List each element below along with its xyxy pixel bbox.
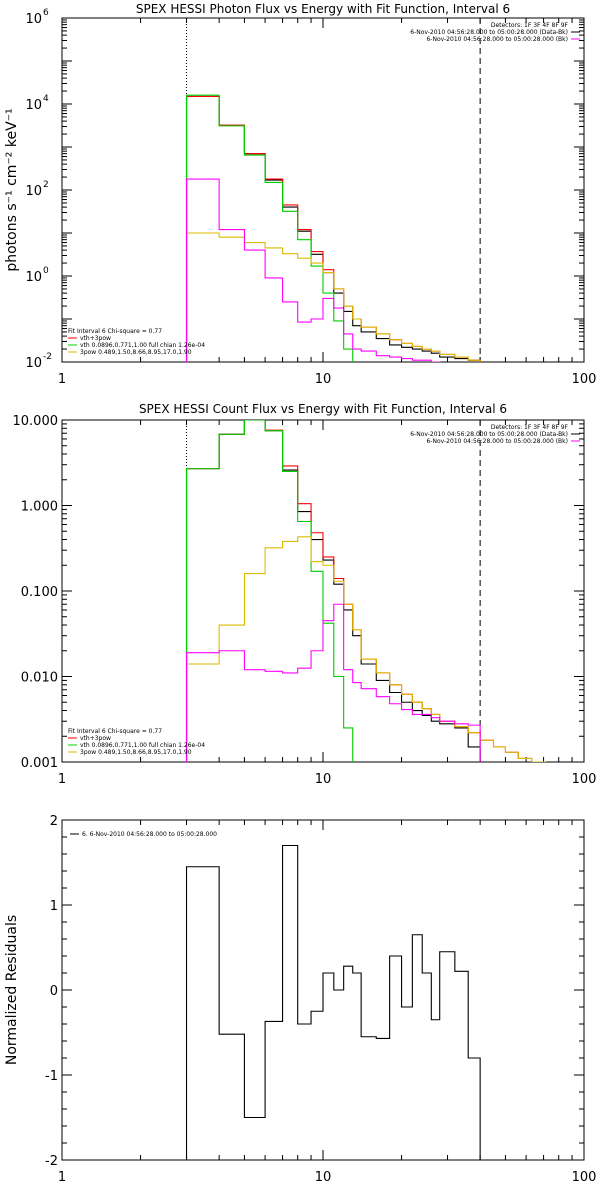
panel-2: SPEX HESSI Count Flux vs Energy with Fit… [13,402,597,787]
x-axis-ticks [61,420,573,762]
y-axis-ticks [62,419,584,763]
legend-topright-entry: Detectors: 1F 3F 4F 8F 9F [491,424,569,431]
x-tick-label: 10 [315,372,332,387]
x-tick-label: 100 [572,372,597,387]
series-3pow [185,232,481,362]
y-tick-exponent: 0 [43,266,49,276]
series-group [185,844,481,1160]
y-tick-label: 10.000 [13,414,59,429]
series-group [185,420,546,762]
legend-bottomleft-entry: 3pow 0.489,1.50,8.66,8.95,17.0,1.90 [80,749,192,756]
y-tick-label: 10 [25,270,42,285]
series-data-bk [185,95,481,362]
x-tick-label: 10 [315,772,332,787]
x-tick-label: 1 [58,372,66,387]
y-axis-ticks [62,17,584,363]
series-vth-3pow [185,420,546,762]
y-tick-exponent: -2 [43,352,52,362]
y-tick-exponent: 6 [43,8,49,18]
legend-topright-entry: Detectors: 1F 3F 4F 8F 9F [491,22,569,29]
y-tick-label: -1 [45,1069,58,1084]
series-group [185,94,481,362]
series-vth [185,94,354,362]
legend-bottomleft-entry: vth+3pow [80,335,111,342]
y-tick-label: 0.010 [21,671,58,686]
legend-topleft-entry: 6. 6-Nov-2010 04:56:28.000 to 05:00:28.0… [82,831,217,838]
legend-bottomleft-entry: vth 0.0896,0.771,1.00 full chian 1.26e-0… [80,742,205,749]
series-vth-3pow [185,95,481,362]
x-tick-label: 1 [58,772,66,787]
y-tick-label: 10 [25,184,42,199]
legend-topright-entry: 6-Nov-2010 04:56:28.000 to 05:00:28.000 … [426,438,568,445]
y-axis-label: Normalized Residuals [4,915,20,1065]
y-tick-exponent: 4 [43,94,49,104]
panel-1: SPEX HESSI Photon Flux vs Energy with Fi… [4,2,596,387]
series-bk [185,178,441,362]
y-tick-label: 1.000 [21,500,58,515]
y-tick-label: 0.001 [21,756,58,771]
y-axis-label: photons s⁻¹ cm⁻² keV⁻¹ [4,108,20,271]
y-tick-label: 0.100 [21,585,58,600]
y-tick-label: 10 [25,12,42,27]
y-tick-label: 10 [25,356,42,371]
series-3pow [185,536,546,762]
legend-bottomleft-entry: 3pow 0.489,1.50,8.66,8.95,17.0,1.90 [80,349,192,356]
legend-bottomleft-entry: vth 0.0896,0.771,1.00 full chian 1.26e-0… [80,342,205,349]
chart-title: SPEX HESSI Photon Flux vs Energy with Fi… [136,2,510,16]
series-bk [185,603,481,762]
y-tick-exponent: 2 [43,180,49,190]
legend-bottomleft-entry: Fit Interval 6 Chi-square = 0.77 [68,728,162,735]
x-tick-label: 100 [572,772,597,787]
legend-topright-entry: 6-Nov-2010 04:56:28.000 to 05:00:28.000 … [426,36,568,43]
x-tick-label: 1 [58,1170,66,1185]
y-tick-label: -2 [45,1154,58,1169]
x-tick-label: 10 [315,1170,332,1185]
y-tick-label: 1 [50,899,58,914]
x-axis-ticks [61,820,573,1160]
legend-topright-entry: 6-Nov-2010 04:56:28.000 to 05:00:28.000 … [410,431,568,438]
y-tick-label: 2 [50,814,58,829]
series-data-bk [185,420,481,762]
legend-bottomleft-entry: vth+3pow [80,735,111,742]
y-axis-ticks [62,819,584,1161]
x-tick-label: 100 [572,1170,597,1185]
y-tick-label: 0 [50,984,58,999]
x-axis-ticks [61,18,573,362]
y-tick-label: 10 [25,98,42,113]
series-6-6-nov-2010-04-56-28-000-to-05-00-28-000 [185,844,481,1160]
chart-title: SPEX HESSI Count Flux vs Energy with Fit… [139,402,507,416]
legend-bottomleft-entry: Fit Interval 6 Chi-square = 0.77 [68,328,162,335]
series-vth [185,420,354,762]
legend-topright-entry: 6-Nov-2010 04:56:28.000 to 05:00:28.000 … [410,29,568,36]
